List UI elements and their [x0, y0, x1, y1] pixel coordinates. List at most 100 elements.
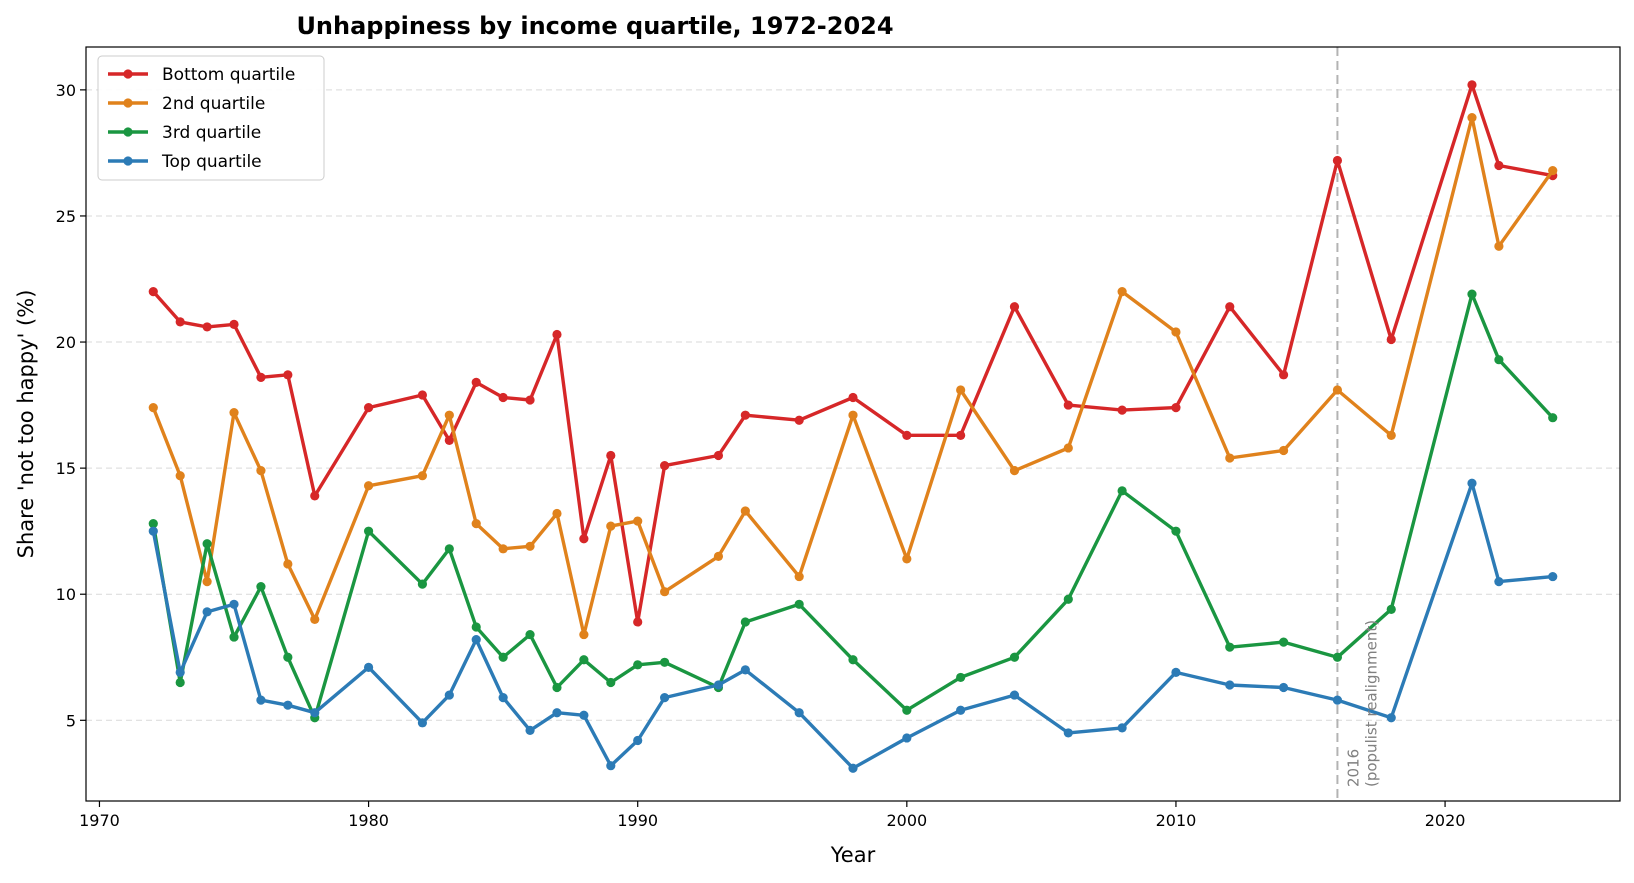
data-point [848, 655, 858, 665]
data-point [606, 677, 616, 688]
data-point [1225, 642, 1235, 652]
data-point [956, 705, 966, 715]
x-tick-label: 1980 [348, 811, 389, 830]
data-point [956, 672, 966, 683]
data-point [740, 665, 750, 675]
data-point [1467, 113, 1477, 123]
data-point [417, 579, 428, 589]
data-point [552, 682, 562, 693]
data-point [1467, 289, 1477, 299]
data-point [1063, 400, 1073, 410]
data-point [660, 461, 670, 471]
series-line [151, 481, 1555, 770]
data-point [1063, 594, 1073, 604]
data-point [1332, 652, 1343, 662]
data-point [633, 516, 643, 526]
legend-item: 2nd quartile [108, 94, 265, 114]
legend-label: 3rd quartile [162, 123, 261, 143]
data-point [417, 390, 428, 400]
data-point [256, 372, 266, 382]
data-point [1009, 302, 1020, 312]
data-point [606, 761, 616, 771]
data-point [1494, 160, 1504, 171]
data-point [148, 403, 158, 413]
x-axis-label: Year [830, 843, 876, 867]
data-point [471, 635, 481, 645]
data-point [444, 435, 454, 445]
data-point [1009, 652, 1020, 662]
data-point [552, 708, 562, 718]
series-line [151, 115, 1555, 637]
data-point [444, 690, 454, 700]
x-tick-label: 2000 [886, 811, 927, 830]
data-point [740, 410, 750, 420]
data-point [579, 710, 589, 720]
data-point [1278, 637, 1289, 647]
y-axis: 5 10 15 20 25 30 [56, 81, 86, 730]
data-point [902, 554, 912, 564]
data-point [579, 629, 589, 640]
legend-item: 3rd quartile [108, 123, 261, 143]
data-point [417, 718, 428, 728]
data-point [1332, 385, 1343, 395]
data-point [202, 322, 212, 332]
data-point [660, 693, 670, 703]
annotation-text: 2016 (populist realignment) [1344, 620, 1380, 787]
data-point [1171, 526, 1181, 536]
data-point [175, 667, 185, 677]
data-point [713, 450, 724, 461]
data-point [1386, 430, 1396, 440]
annotation-line1: 2016 [1344, 749, 1362, 787]
data-point [1332, 155, 1343, 166]
legend-marker [123, 69, 133, 79]
data-point [283, 700, 293, 710]
data-point [310, 708, 320, 718]
data-point [740, 617, 750, 627]
data-point [498, 544, 508, 554]
series-top-quartile [148, 478, 1558, 773]
data-point [256, 695, 266, 705]
legend-box [97, 55, 325, 181]
data-point [283, 559, 293, 569]
data-point [175, 471, 185, 481]
x-tick-label: 2010 [1156, 811, 1197, 830]
data-point [1278, 445, 1289, 456]
data-point [1467, 80, 1477, 90]
data-point [633, 660, 643, 670]
data-point [1171, 667, 1181, 677]
data-point [148, 287, 158, 297]
data-point [363, 662, 374, 672]
data-point [229, 319, 239, 329]
data-point [848, 392, 858, 403]
data-point [956, 430, 966, 440]
series-bottom-quartile [148, 80, 1558, 627]
data-point [1386, 713, 1396, 723]
data-point [363, 403, 374, 413]
series-line [151, 83, 1555, 624]
chart-title: Unhappiness by income quartile, 1972-202… [296, 12, 893, 40]
annotation-line2: (populist realignment) [1362, 620, 1380, 787]
data-point [175, 317, 185, 327]
data-point [202, 607, 212, 617]
data-point [525, 541, 535, 551]
data-point [1494, 241, 1504, 251]
series-group [148, 80, 1558, 773]
data-point [956, 385, 966, 395]
data-point [256, 466, 266, 476]
data-point [902, 733, 912, 743]
data-point [1332, 695, 1343, 705]
data-point [283, 652, 293, 662]
data-point [794, 571, 804, 582]
data-point [1278, 682, 1289, 693]
data-point [1117, 405, 1127, 415]
data-point [283, 370, 293, 380]
y-tick-label: 20 [56, 333, 76, 352]
data-point [148, 519, 158, 529]
data-point [713, 680, 724, 690]
data-point [525, 725, 535, 735]
data-point [1386, 334, 1396, 345]
data-point [1225, 302, 1235, 312]
gridlines [86, 89, 1620, 721]
data-point [1171, 403, 1181, 413]
data-point [310, 614, 320, 625]
